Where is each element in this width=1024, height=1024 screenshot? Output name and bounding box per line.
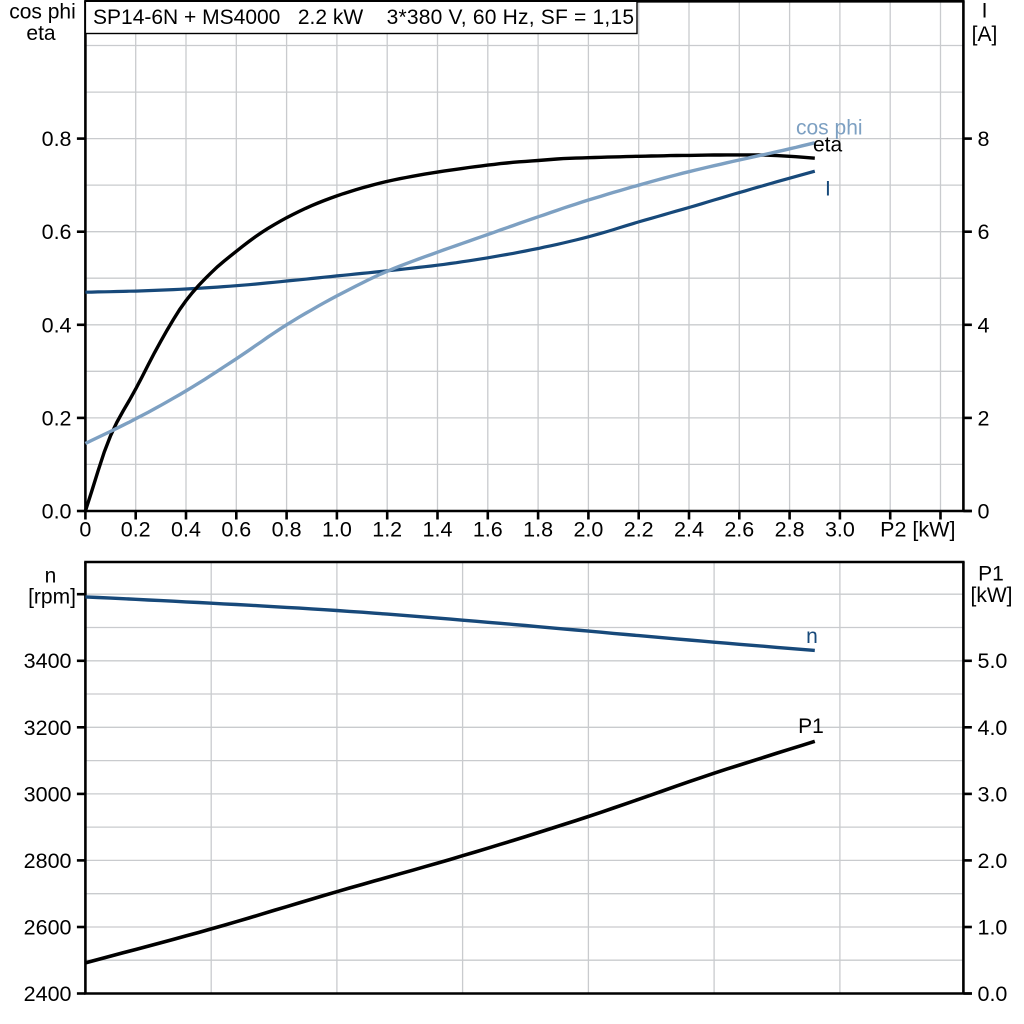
svg-text:cos phi: cos phi [796, 117, 863, 140]
svg-text:2400: 2400 [24, 982, 72, 1006]
svg-text:[A]: [A] [972, 23, 998, 46]
svg-text:SP14-6N + MS4000 2.2 kW 3: SP14-6N + MS4000 2.2 kW 3*380 V, 60 Hz, … [93, 6, 634, 29]
svg-text:0.2: 0.2 [121, 518, 151, 542]
svg-text:0.6: 0.6 [221, 518, 251, 542]
svg-text:[rpm]: [rpm] [28, 586, 76, 609]
svg-text:3.0: 3.0 [825, 518, 855, 542]
svg-text:1.4: 1.4 [423, 518, 453, 542]
svg-text:6: 6 [978, 220, 990, 244]
svg-text:2.4: 2.4 [674, 518, 704, 542]
svg-text:n: n [45, 565, 57, 588]
svg-text:I: I [825, 178, 831, 201]
svg-text:[kW]: [kW] [971, 584, 1013, 607]
svg-text:1.6: 1.6 [473, 518, 503, 542]
svg-text:0: 0 [79, 518, 91, 542]
svg-text:2.8: 2.8 [775, 518, 805, 542]
svg-text:P2 [kW]: P2 [kW] [880, 518, 955, 542]
svg-text:0.0: 0.0 [978, 982, 1008, 1006]
svg-text:I: I [982, 0, 988, 23]
svg-text:cos phi: cos phi [9, 0, 76, 23]
svg-text:0.2: 0.2 [42, 406, 72, 430]
svg-text:0.4: 0.4 [171, 518, 201, 542]
svg-text:0.8: 0.8 [42, 127, 72, 151]
svg-text:2.2: 2.2 [624, 518, 654, 542]
svg-text:2: 2 [978, 406, 990, 430]
svg-text:1.0: 1.0 [322, 518, 352, 542]
svg-text:0: 0 [978, 500, 990, 524]
svg-text:3200: 3200 [24, 716, 72, 740]
svg-text:1.8: 1.8 [523, 518, 553, 542]
svg-text:5.0: 5.0 [978, 649, 1008, 673]
svg-text:2800: 2800 [24, 849, 72, 873]
svg-text:0.8: 0.8 [272, 518, 302, 542]
svg-text:4: 4 [978, 313, 990, 337]
svg-text:4.0: 4.0 [978, 716, 1008, 740]
svg-text:2.0: 2.0 [978, 849, 1008, 873]
svg-text:0.6: 0.6 [42, 220, 72, 244]
svg-text:1.0: 1.0 [978, 916, 1008, 940]
svg-text:1.2: 1.2 [372, 518, 402, 542]
svg-text:2.0: 2.0 [573, 518, 603, 542]
svg-text:n: n [806, 625, 818, 648]
svg-text:8: 8 [978, 127, 990, 151]
svg-text:3400: 3400 [24, 649, 72, 673]
svg-text:3.0: 3.0 [978, 782, 1008, 806]
svg-text:P1: P1 [978, 563, 1004, 586]
svg-text:eta: eta [26, 22, 56, 45]
svg-text:3000: 3000 [24, 782, 72, 806]
svg-text:0.4: 0.4 [42, 313, 72, 337]
svg-text:2600: 2600 [24, 916, 72, 940]
svg-text:0.0: 0.0 [42, 500, 72, 524]
svg-text:2.6: 2.6 [724, 518, 754, 542]
svg-text:P1: P1 [798, 715, 824, 738]
svg-text:eta: eta [813, 134, 843, 157]
